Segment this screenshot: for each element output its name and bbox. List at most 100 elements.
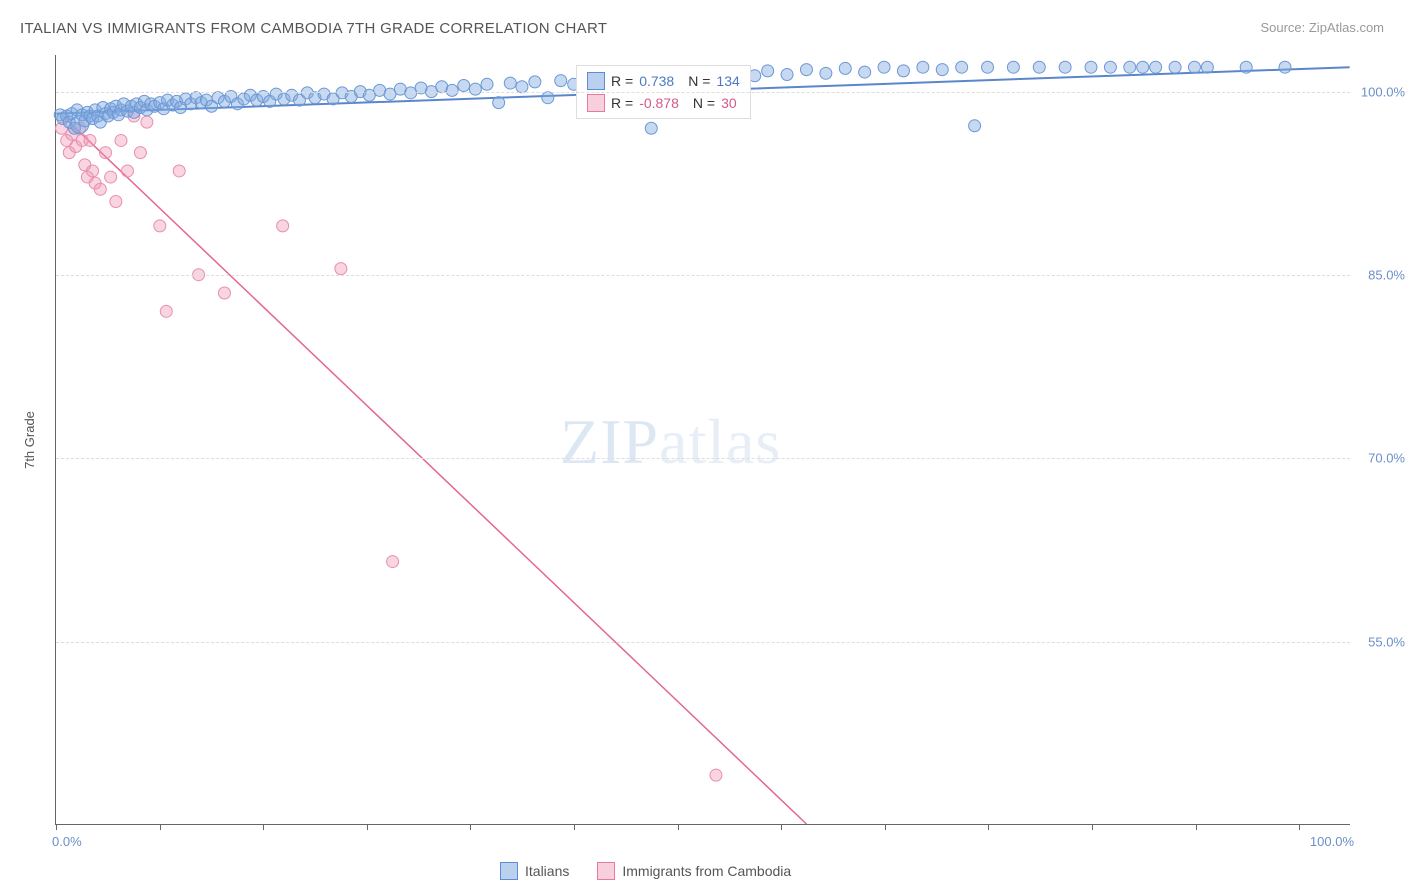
data-point — [1240, 61, 1252, 73]
r-value-cambodia: -0.878 — [639, 92, 679, 114]
data-point — [1085, 61, 1097, 73]
gridline-h — [56, 92, 1350, 93]
n-value-cambodia: 30 — [721, 92, 737, 114]
data-point — [1188, 61, 1200, 73]
data-point — [493, 97, 505, 109]
y-tick-label: 70.0% — [1355, 451, 1405, 466]
legend-item-cambodia: Immigrants from Cambodia — [597, 862, 791, 880]
stats-row-italians: R = 0.738 N = 134 — [587, 70, 740, 92]
legend-label: Immigrants from Cambodia — [622, 863, 791, 879]
data-point — [1007, 61, 1019, 73]
gridline-h — [56, 642, 1350, 643]
chart-plot-area: R = 0.738 N = 134 R = -0.878 N = 30 0.0%… — [55, 55, 1350, 825]
data-point — [800, 64, 812, 76]
data-point — [121, 165, 133, 177]
data-point — [99, 147, 111, 159]
x-tick-mark — [263, 824, 264, 830]
y-axis-label: 7th Grade — [22, 411, 37, 469]
swatch-pink — [587, 94, 605, 112]
data-point — [1201, 61, 1213, 73]
data-point — [458, 80, 470, 92]
data-point — [917, 61, 929, 73]
stats-row-cambodia: R = -0.878 N = 30 — [587, 92, 740, 114]
swatch-pink — [597, 862, 615, 880]
data-point — [154, 220, 166, 232]
data-point — [839, 62, 851, 74]
x-max-label: 100.0% — [1310, 834, 1354, 849]
data-point — [878, 61, 890, 73]
y-tick-label: 55.0% — [1355, 634, 1405, 649]
x-tick-mark — [885, 824, 886, 830]
x-tick-mark — [781, 824, 782, 830]
r-label: R = — [611, 70, 633, 92]
x-tick-mark — [470, 824, 471, 830]
y-tick-label: 85.0% — [1355, 268, 1405, 283]
data-point — [134, 147, 146, 159]
data-point — [1033, 61, 1045, 73]
data-point — [1150, 61, 1162, 73]
data-point — [1279, 61, 1291, 73]
data-point — [481, 78, 493, 90]
source-credit: Source: ZipAtlas.com — [1260, 20, 1384, 35]
data-point — [469, 83, 481, 95]
swatch-blue — [500, 862, 518, 880]
legend-item-italians: Italians — [500, 862, 569, 880]
data-point — [936, 64, 948, 76]
data-point — [160, 305, 172, 317]
x-tick-mark — [988, 824, 989, 830]
x-tick-mark — [1092, 824, 1093, 830]
data-point — [897, 65, 909, 77]
legend-label: Italians — [525, 863, 569, 879]
plot-svg — [56, 55, 1350, 824]
data-point — [1169, 61, 1181, 73]
x-tick-mark — [678, 824, 679, 830]
data-point — [218, 287, 230, 299]
r-label: R = — [611, 92, 633, 114]
x-tick-mark — [1196, 824, 1197, 830]
data-point — [105, 171, 117, 183]
x-tick-mark — [1299, 824, 1300, 830]
x-tick-mark — [367, 824, 368, 830]
r-value-italians: 0.738 — [639, 70, 674, 92]
data-point — [956, 61, 968, 73]
swatch-blue — [587, 72, 605, 90]
data-point — [446, 84, 458, 96]
gridline-h — [56, 458, 1350, 459]
data-point — [1059, 61, 1071, 73]
gridline-h — [56, 275, 1350, 276]
data-point — [94, 183, 106, 195]
data-point — [859, 66, 871, 78]
data-point — [710, 769, 722, 781]
data-point — [969, 120, 981, 132]
trend-line — [63, 116, 807, 824]
data-point — [141, 116, 153, 128]
data-point — [173, 165, 185, 177]
data-point — [387, 556, 399, 568]
data-point — [1137, 61, 1149, 73]
data-point — [555, 75, 567, 87]
data-point — [781, 69, 793, 81]
data-point — [529, 76, 541, 88]
data-point — [645, 122, 657, 134]
data-point — [762, 65, 774, 77]
y-tick-label: 100.0% — [1355, 84, 1405, 99]
data-point — [1124, 61, 1136, 73]
x-tick-mark — [160, 824, 161, 830]
data-point — [504, 77, 516, 89]
data-point — [115, 134, 127, 146]
data-point — [84, 134, 96, 146]
data-point — [542, 92, 554, 104]
chart-title: ITALIAN VS IMMIGRANTS FROM CAMBODIA 7TH … — [20, 20, 607, 37]
data-point — [982, 61, 994, 73]
data-point — [277, 220, 289, 232]
x-min-label: 0.0% — [52, 834, 82, 849]
data-point — [110, 195, 122, 207]
data-point — [87, 165, 99, 177]
data-point — [820, 67, 832, 79]
data-point — [335, 263, 347, 275]
n-value-italians: 134 — [716, 70, 739, 92]
x-tick-mark — [56, 824, 57, 830]
data-point — [1104, 61, 1116, 73]
x-tick-mark — [574, 824, 575, 830]
n-label: N = — [688, 70, 710, 92]
